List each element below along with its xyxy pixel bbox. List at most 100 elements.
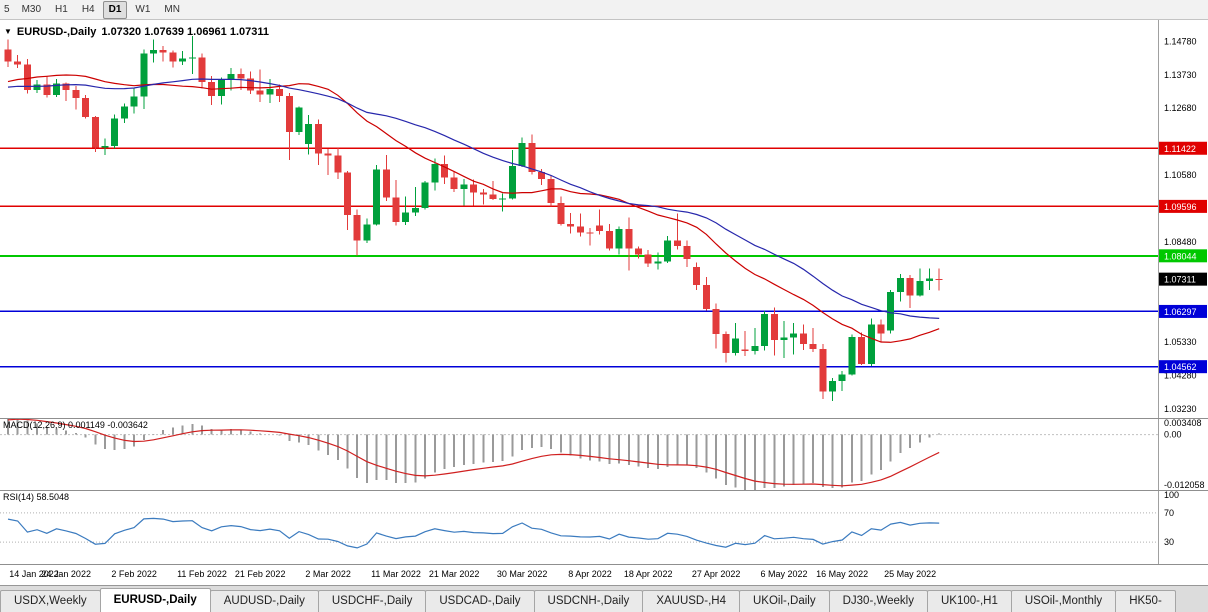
timeframe-button-mn[interactable]: MN (158, 0, 186, 19)
candle (91, 117, 99, 148)
candle (314, 124, 322, 154)
candle (751, 346, 759, 352)
candle (450, 177, 458, 189)
timeframe-button-5[interactable]: 5 (0, 0, 14, 19)
chart-tab-xauusd-h4[interactable]: XAUUSD-,H4 (642, 590, 740, 612)
chart-tab-ukoil-daily[interactable]: UKOil-,Daily (738, 590, 830, 612)
candle (33, 84, 41, 91)
candle (256, 90, 264, 95)
macd-panel: 0.003408 0.00 -0.012058 MACD(12,26,9) 0.00… (0, 419, 1208, 490)
candle (101, 145, 109, 148)
candle (247, 78, 254, 91)
candle (683, 246, 691, 259)
candle (557, 202, 565, 224)
candle (625, 228, 633, 249)
timeframe-button-h4[interactable]: H4 (75, 0, 101, 19)
rsi-axis-label: 70 (1164, 508, 1174, 518)
candle (518, 143, 526, 167)
rsi-label: RSI(14) 58.5048 (3, 492, 70, 502)
candle (858, 337, 866, 364)
candle (150, 50, 157, 54)
main-chart-canvas[interactable]: 1.14780 1.13730 1.12680 1.10580 1.08480 1.053… (0, 20, 1208, 418)
timeframe-button-h1[interactable]: H1 (49, 0, 74, 19)
rsi-line (7, 517, 940, 549)
candle (547, 178, 555, 203)
candle (363, 224, 371, 241)
time-axis-label: 8 Apr 2022 (568, 569, 612, 579)
chart-tab-uk100-h1[interactable]: UK100-,H1 (926, 590, 1012, 612)
candle (353, 215, 361, 241)
candle (23, 64, 31, 91)
candle (586, 232, 594, 234)
candle (344, 172, 351, 216)
rsi-axis-label: 100 (1164, 491, 1179, 500)
timeframe-toolbar: 5 M30 H1 H4 D1 W1 MN (0, 0, 1208, 20)
candle (179, 58, 187, 62)
candle (120, 106, 128, 119)
chart-tab-eurusd-daily[interactable]: EURUSD-,Daily (99, 588, 211, 612)
rsi-canvas[interactable]: 100 70 30 (0, 491, 1208, 564)
panel-separator[interactable] (0, 490, 1208, 491)
candle (896, 277, 904, 292)
candle (838, 374, 846, 382)
price-axis-label-box (1159, 304, 1207, 318)
candle (82, 98, 90, 118)
price-axis-label-box (1159, 141, 1207, 155)
candle (722, 333, 730, 354)
time-axis-label: 27 Apr 2022 (691, 569, 741, 579)
price-axis-label-text: 1.08044 (1164, 251, 1197, 261)
candle (324, 153, 332, 156)
chart-tab-bar: USDX,Weekly EURUSD-,Daily AUDUSD-,Daily USD… (0, 585, 1208, 612)
candle (887, 291, 895, 331)
candle (285, 95, 293, 133)
chart-tab-usdx-weekly[interactable]: USDX,Weekly (0, 590, 101, 612)
candle (431, 163, 439, 183)
chart-tab-usdcnh-daily[interactable]: USDCNH-,Daily (533, 590, 644, 612)
main-chart-panel: 1.14780 1.13730 1.12680 1.10580 1.08480 1.053… (0, 20, 1208, 418)
chart-tab-usdchf-daily[interactable]: USDCHF-,Daily (317, 590, 427, 612)
price-axis-label-text: 1.09596 (1164, 202, 1197, 212)
candle (62, 83, 70, 91)
time-axis[interactable]: 14 Jan 2022 24 Jan 2022 2 Feb 2022 11 Feb 2… (0, 565, 1208, 584)
candle (402, 212, 410, 222)
chart-tab-dj30-weekly[interactable]: DJ30-,Weekly (828, 590, 928, 612)
candle (441, 163, 448, 178)
time-axis-label: 30 Mar 2022 (496, 569, 548, 579)
panel-separator[interactable] (0, 418, 1208, 419)
timeframe-button-m30[interactable]: M30 (15, 0, 48, 19)
candle (499, 198, 507, 200)
time-axis-label: 2 Mar 2022 (305, 569, 351, 579)
timeframe-button-d1[interactable]: D1 (102, 0, 128, 19)
y-axis-tick-label: 1.13730 (1164, 70, 1197, 80)
candle (761, 313, 769, 347)
price-axis-label-text: 1.06297 (1164, 307, 1197, 317)
chart-tab-hk50-[interactable]: HK50- (1115, 590, 1176, 612)
symbol-dropdown-icon[interactable]: ▼ (4, 27, 12, 36)
y-axis-tick-label: 1.12680 (1164, 103, 1197, 113)
candle (382, 169, 390, 198)
candle (159, 50, 167, 53)
candle (654, 261, 662, 264)
candle (479, 192, 487, 195)
candle (392, 197, 400, 222)
rsi-axis-label: 30 (1164, 537, 1174, 547)
candle (140, 53, 148, 97)
timeframe-button-w1[interactable]: W1 (129, 0, 157, 19)
candle (790, 333, 798, 338)
macd-canvas[interactable]: 0.003408 0.00 -0.012058 (0, 419, 1208, 490)
chart-tab-usdcad-daily[interactable]: USDCAD-,Daily (425, 590, 535, 612)
candles-layer[interactable] (4, 35, 943, 402)
time-axis-label: 21 Mar 2022 (428, 569, 480, 579)
candle (867, 324, 875, 364)
chart-tab-usoil-monthly[interactable]: USOil-,Monthly (1010, 590, 1117, 612)
candle (576, 226, 584, 233)
macd-axis-label: 0.003408 (1164, 419, 1202, 428)
candle (130, 96, 138, 107)
candle (732, 338, 739, 354)
price-axis-label-box (1159, 249, 1207, 263)
y-axis-tick-label: 1.03230 (1164, 404, 1197, 414)
candle (780, 337, 788, 340)
candle (741, 349, 749, 352)
ma-slow-line (7, 78, 940, 319)
chart-tab-audusd-daily[interactable]: AUDUSD-,Daily (209, 590, 319, 612)
